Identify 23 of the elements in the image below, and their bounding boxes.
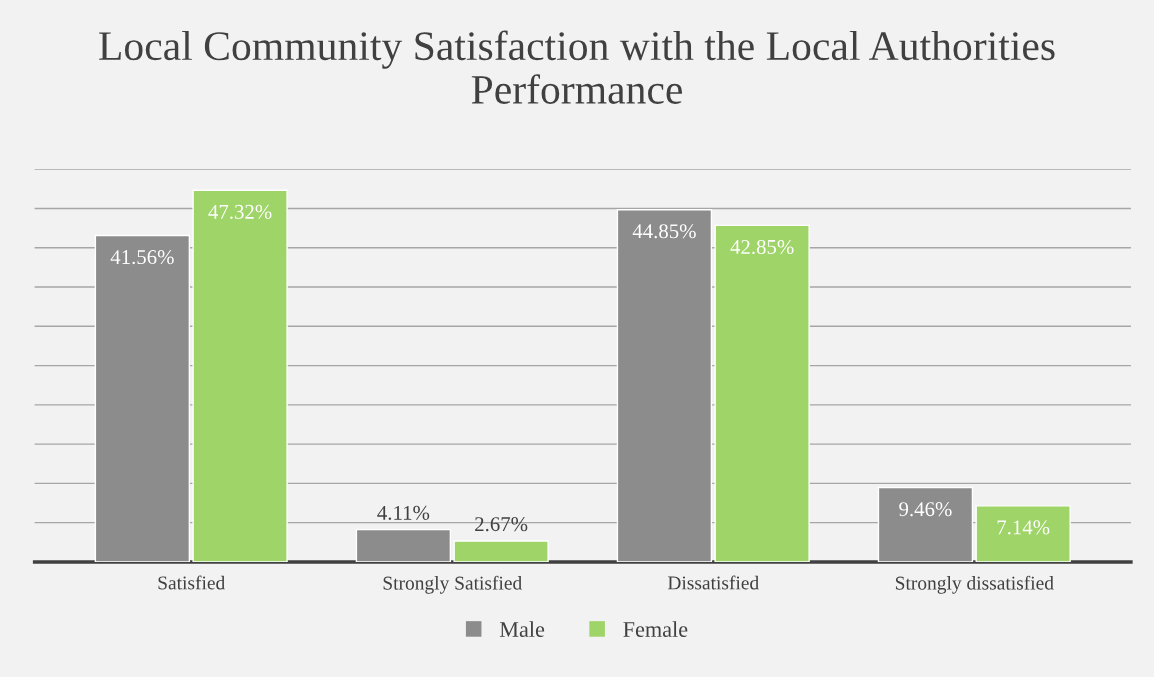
data-label: 47.32%: [208, 204, 272, 219]
data-label: 41.56%: [110, 250, 174, 265]
x-tick-label: Strongly dissatisfied: [895, 575, 1054, 594]
data-label: 4.11%: [377, 505, 430, 520]
bar: [877, 486, 974, 562]
x-tick-label: Strongly Satisfied: [383, 575, 522, 594]
chart-title: Local Community Satisfaction with the Local Authorities Performance: [99, 30, 1055, 104]
data-label: 7.14%: [997, 520, 1050, 535]
bar: [714, 224, 810, 562]
data-label: 2.67%: [475, 517, 528, 532]
legend-label: Male: [499, 621, 545, 637]
bar: [192, 189, 288, 562]
data-label: 42.85%: [730, 239, 794, 255]
data-label: 44.85%: [632, 224, 696, 239]
bar: [355, 528, 452, 562]
bar: [975, 505, 1071, 562]
bar: [94, 234, 191, 562]
data-label: 9.46%: [899, 502, 952, 517]
bar: [616, 208, 713, 562]
bar: [453, 540, 549, 562]
x-tick-label: Dissatisfied: [667, 575, 759, 590]
legend-label: Female: [623, 621, 688, 637]
x-tick-label: Satisfied: [158, 575, 226, 590]
